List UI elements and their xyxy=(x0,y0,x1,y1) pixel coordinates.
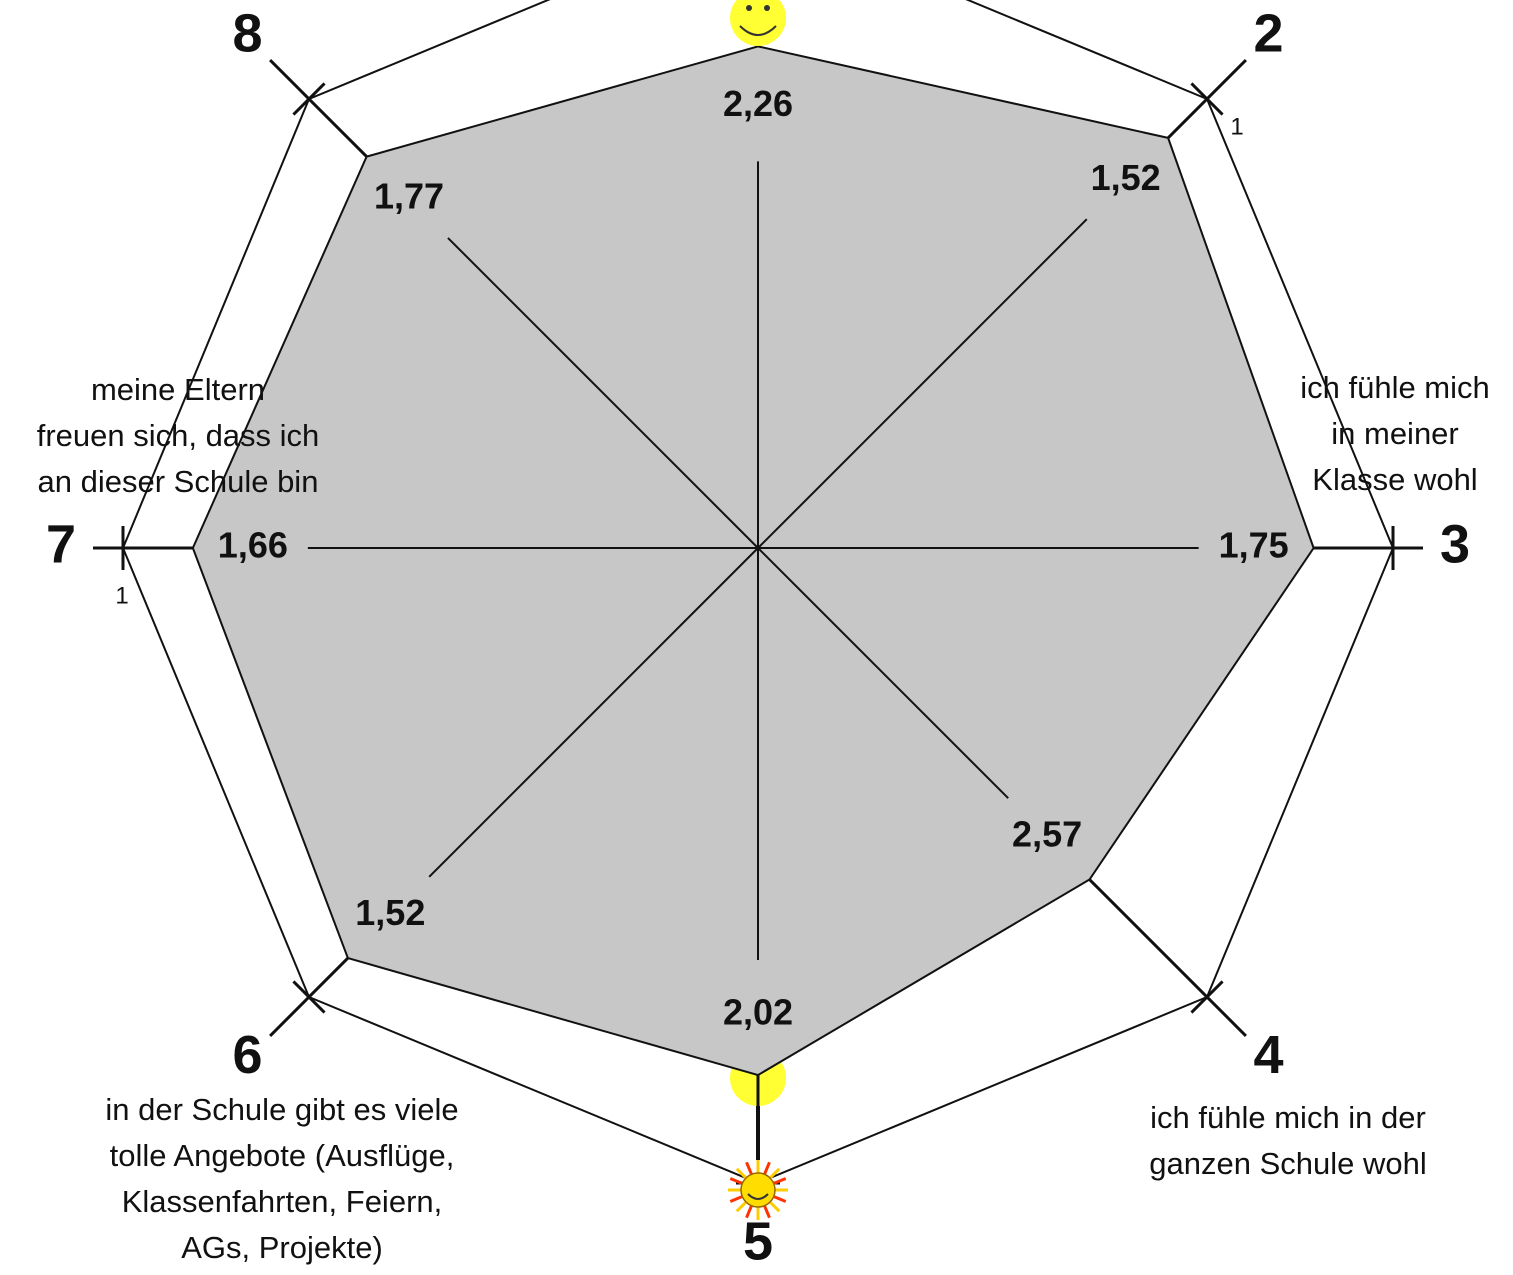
value-label: 1,66 xyxy=(218,525,288,566)
tick-mark xyxy=(1190,980,1224,1014)
axis-description: meine Eltern xyxy=(91,372,265,407)
axis-number: 4 xyxy=(1254,1025,1284,1085)
sun-mouth xyxy=(747,1193,769,1200)
axis-outer xyxy=(1088,878,1247,1037)
value-label: 1,52 xyxy=(355,892,425,933)
smiley-eye xyxy=(746,5,752,11)
sun-ray xyxy=(768,1167,781,1180)
axis-description: freuen sich, dass ich xyxy=(37,418,320,453)
sun-ray xyxy=(772,1194,787,1203)
sun-ray xyxy=(768,1200,781,1213)
sun-ray xyxy=(729,1177,744,1186)
sun-ray xyxy=(745,1161,754,1176)
axis-description: ganzen Schule wohl xyxy=(1149,1146,1426,1181)
axis-description: ich fühle mich in der xyxy=(1150,1100,1426,1135)
smiley-mouth xyxy=(739,25,777,36)
axis-number: 6 xyxy=(232,1025,262,1085)
axis-description: an dieser Schule bin xyxy=(38,464,319,499)
value-label: 2,26 xyxy=(723,83,793,124)
smiley-eye xyxy=(764,5,770,11)
tick-mark xyxy=(292,82,326,116)
tick-mark xyxy=(292,980,326,1014)
spoke xyxy=(757,218,1088,549)
value-label: 1,75 xyxy=(1219,525,1289,566)
top-smiley xyxy=(730,0,786,46)
sun-ray xyxy=(729,1194,744,1203)
tick-label: 1 xyxy=(115,582,128,609)
spoke xyxy=(447,237,759,549)
sun-face xyxy=(740,1172,776,1208)
tick-label: 1 xyxy=(1230,113,1243,140)
axis-number: 5 xyxy=(743,1211,773,1271)
sun xyxy=(728,1160,788,1220)
sun-ray xyxy=(762,1161,771,1176)
axis-description: tolle Angebote (Ausflüge, xyxy=(110,1138,455,1173)
value-label: 2,02 xyxy=(723,992,793,1033)
sun-ray xyxy=(735,1167,748,1180)
axis-outer xyxy=(269,59,368,158)
smiley-face xyxy=(730,0,786,46)
axis-number: 2 xyxy=(1254,4,1284,64)
axis-description: Klassenfahrten, Feiern, xyxy=(122,1184,443,1219)
axis-description: ich fühle mich xyxy=(1300,370,1490,405)
value-label: 1,77 xyxy=(374,176,444,217)
axis-description: Klasse wohl xyxy=(1312,462,1477,497)
sun-ray xyxy=(762,1204,771,1219)
axis-description: in der Schule gibt es viele xyxy=(105,1092,458,1127)
value-label: 1,52 xyxy=(1091,157,1161,198)
axis-number: 7 xyxy=(46,514,76,574)
sun-ray xyxy=(745,1204,754,1219)
axis-description: AGs, Projekte) xyxy=(181,1230,383,1265)
sun-ray xyxy=(735,1200,748,1213)
axis-number: 3 xyxy=(1440,514,1470,574)
tick-mark xyxy=(1190,82,1224,116)
sun-ray xyxy=(772,1177,787,1186)
axis-number: 8 xyxy=(232,4,262,64)
spoke xyxy=(428,547,759,878)
axis-description: in meiner xyxy=(1331,416,1459,451)
spoke xyxy=(757,547,1009,799)
value-label: 2,57 xyxy=(1012,814,1082,855)
